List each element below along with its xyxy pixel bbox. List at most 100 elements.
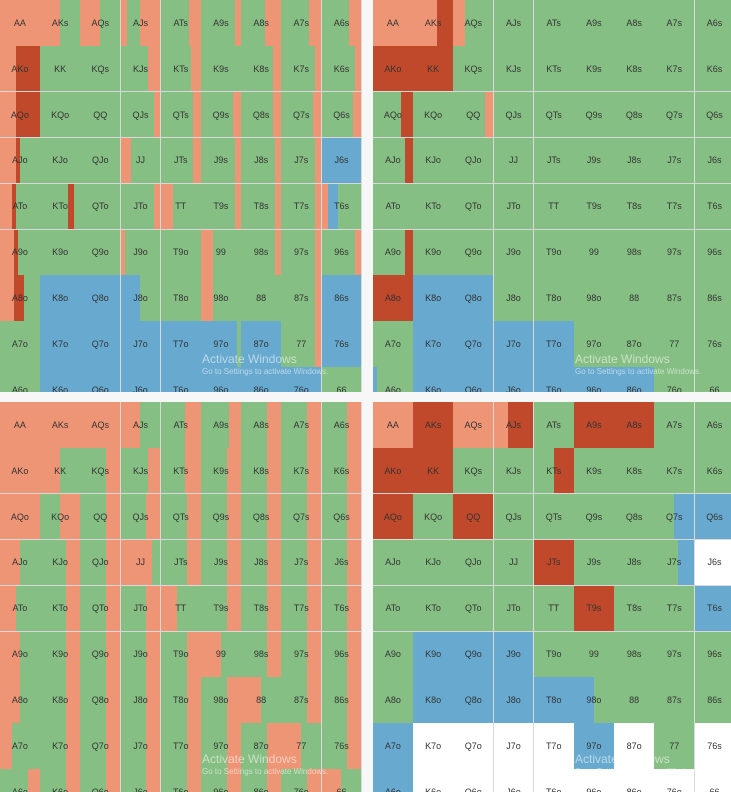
hand-cell[interactable]: KQo [40,91,81,139]
hand-cell[interactable]: Q6o [453,367,495,392]
hand-cell[interactable]: A6s [321,0,362,47]
hand-cell[interactable]: 96s [694,229,731,276]
hand-cell[interactable]: KJs [120,447,162,495]
hand-cell[interactable]: J7s [281,137,323,185]
hand-cell[interactable]: 98o [201,677,242,724]
hand-cell[interactable]: T6s [694,183,731,231]
hand-cell[interactable]: Q7o [453,723,495,770]
hand-cell[interactable]: 86s [694,275,731,322]
hand-cell[interactable]: QTs [160,493,202,541]
hand-cell[interactable]: A9s [574,0,615,47]
hand-cell[interactable]: K7o [413,723,454,770]
hand-cell[interactable]: KK [413,45,454,93]
hand-cell[interactable]: T9o [533,631,575,678]
hand-cell[interactable]: AJs [493,402,535,449]
hand-cell[interactable]: KTo [40,183,81,231]
hand-cell[interactable]: K7s [281,45,323,93]
hand-cell[interactable]: ATo [373,585,414,633]
hand-cell[interactable]: A7o [0,321,41,368]
hand-cell[interactable]: JJ [120,539,162,587]
hand-cell[interactable]: 76s [321,321,362,368]
hand-cell[interactable]: TT [160,183,202,231]
hand-cell[interactable]: 99 [201,631,242,678]
hand-cell[interactable]: JTs [533,137,575,185]
hand-cell[interactable]: JTs [533,539,575,587]
hand-cell[interactable]: 99 [201,229,242,276]
hand-cell[interactable]: J7o [493,321,535,368]
hand-cell[interactable]: AKo [373,447,414,495]
hand-cell[interactable]: QJo [453,539,495,587]
hand-cell[interactable]: T6o [533,769,575,792]
hand-cell[interactable]: Q7s [281,91,323,139]
hand-cell[interactable]: AQs [453,402,495,449]
hand-cell[interactable]: Q9o [80,229,122,276]
hand-cell[interactable]: 88 [241,677,282,724]
hand-cell[interactable]: AJs [120,402,162,449]
hand-cell[interactable]: J7o [493,723,535,770]
hand-cell[interactable]: J8o [493,275,535,322]
hand-cell[interactable]: 87s [654,275,696,322]
hand-cell[interactable]: K6s [694,45,731,93]
hand-cell[interactable]: 96s [321,631,362,678]
hand-cell[interactable]: AQo [373,493,414,541]
hand-cell[interactable]: Q7o [453,321,495,368]
hand-cell[interactable]: K9s [201,45,242,93]
hand-cell[interactable]: 76o [654,367,696,392]
hand-cell[interactable]: AA [373,402,414,449]
hand-cell[interactable]: JJ [493,137,535,185]
hand-cell[interactable]: KQs [80,45,122,93]
hand-cell[interactable]: KJs [493,45,535,93]
hand-cell[interactable]: A7o [0,723,41,770]
hand-cell[interactable]: J8s [241,137,282,185]
hand-cell[interactable]: JTo [493,183,535,231]
hand-cell[interactable]: 87s [654,677,696,724]
hand-cell[interactable]: T7o [160,321,202,368]
hand-cell[interactable]: KK [40,45,81,93]
hand-cell[interactable]: 98s [614,631,655,678]
hand-cell[interactable]: J6s [694,539,731,587]
hand-cell[interactable]: ATs [533,402,575,449]
hand-cell[interactable]: 86s [694,677,731,724]
hand-cell[interactable]: Q6o [80,769,122,792]
hand-cell[interactable]: T6o [533,367,575,392]
hand-cell[interactable]: J8s [614,137,655,185]
hand-cell[interactable]: T7s [281,183,323,231]
hand-cell[interactable]: ATs [160,402,202,449]
hand-cell[interactable]: 87o [241,723,282,770]
hand-cell[interactable]: QTo [80,585,122,633]
hand-cell[interactable]: A6o [373,769,414,792]
hand-cell[interactable]: T6s [694,585,731,633]
hand-cell[interactable]: A7s [654,0,696,47]
hand-cell[interactable]: Q8o [80,275,122,322]
hand-cell[interactable]: K6s [321,45,362,93]
hand-cell[interactable]: A6s [694,402,731,449]
hand-cell[interactable]: K9o [40,631,81,678]
hand-cell[interactable]: KQo [413,493,454,541]
hand-cell[interactable]: Q9s [574,493,615,541]
hand-cell[interactable]: AKs [40,402,81,449]
hand-cell[interactable]: 97s [281,631,323,678]
hand-cell[interactable]: J7s [281,539,323,587]
hand-cell[interactable]: A6o [0,769,41,792]
hand-cell[interactable]: 87s [281,275,323,322]
hand-cell[interactable]: Q9s [574,91,615,139]
hand-cell[interactable]: AA [0,402,41,449]
hand-cell[interactable]: KTs [533,45,575,93]
hand-cell[interactable]: QTs [160,91,202,139]
hand-cell[interactable]: AJs [493,0,535,47]
hand-cell[interactable]: Q9s [201,493,242,541]
hand-cell[interactable]: A9o [373,631,414,678]
hand-cell[interactable]: A7s [281,402,323,449]
hand-cell[interactable]: ATo [373,183,414,231]
hand-cell[interactable]: 97s [281,229,323,276]
hand-cell[interactable]: JTs [160,539,202,587]
hand-cell[interactable]: AJs [120,0,162,47]
hand-cell[interactable]: QQ [80,493,122,541]
hand-cell[interactable]: K9s [201,447,242,495]
hand-cell[interactable]: AKs [413,0,454,47]
hand-cell[interactable]: Q6s [694,493,731,541]
hand-cell[interactable]: T8s [614,585,655,633]
hand-cell[interactable]: Q6s [694,91,731,139]
hand-cell[interactable]: K8o [413,677,454,724]
hand-cell[interactable]: KJo [413,137,454,185]
